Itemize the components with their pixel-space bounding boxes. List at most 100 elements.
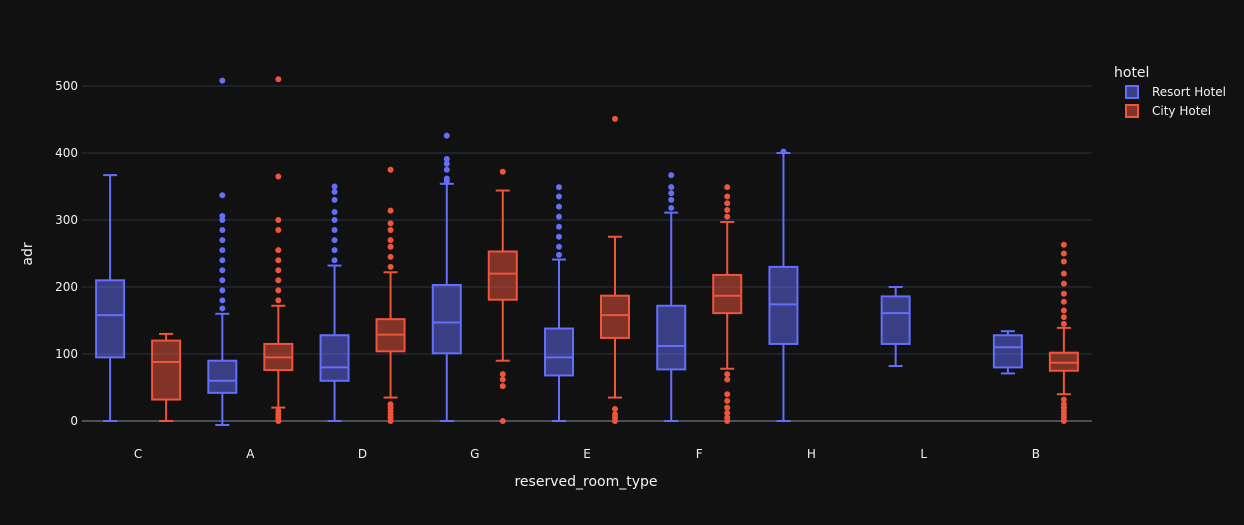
iqr-box (207, 359, 238, 394)
outlier-point (219, 77, 226, 84)
outlier-point (724, 409, 731, 416)
x-tick-label: A (246, 447, 255, 461)
outlier-point (668, 184, 675, 191)
outlier-point (275, 227, 282, 234)
outlier-point (275, 247, 282, 254)
legend-title: hotel (1114, 65, 1149, 81)
box-C-1[interactable] (151, 332, 182, 422)
outlier-point (1060, 401, 1067, 408)
outlier-point (443, 160, 450, 167)
outlier-point (387, 243, 394, 250)
outlier-point (556, 243, 562, 250)
box-E-1[interactable] (600, 115, 630, 424)
box-G-0[interactable] (431, 132, 462, 422)
outlier-point (331, 237, 338, 244)
box-C-0[interactable] (95, 174, 126, 422)
outlier-point (443, 132, 450, 139)
outlier-point (219, 227, 226, 234)
legend-swatch (1125, 85, 1139, 99)
box-B-1[interactable] (1048, 241, 1079, 424)
box-L-0[interactable] (880, 286, 911, 368)
legend-label: City Hotel (1152, 104, 1211, 118)
series-0 (95, 77, 1023, 427)
legend-item-0[interactable]: Resort Hotel (1125, 85, 1226, 99)
x-tick-label: B (1032, 447, 1040, 461)
outlier-point (219, 305, 226, 312)
box-F-1[interactable] (712, 184, 743, 424)
outlier-point (275, 217, 282, 223)
legend-swatch (1125, 104, 1139, 118)
outlier-point (556, 223, 562, 230)
outlier-point (219, 192, 226, 199)
outlier-point (499, 376, 506, 383)
x-axis-title: reserved_room_type (514, 474, 657, 490)
outlier-point (556, 203, 562, 210)
outlier-point (219, 237, 226, 244)
outlier-point (724, 200, 731, 207)
legend-item-1[interactable]: City Hotel (1125, 104, 1211, 118)
iqr-box (487, 250, 518, 301)
box-H-0[interactable] (768, 148, 799, 422)
outlier-point (724, 404, 731, 411)
outlier-point (724, 414, 731, 421)
box-G-1[interactable] (487, 168, 518, 424)
outlier-point (724, 213, 731, 220)
outlier-point (724, 371, 731, 378)
outlier-point (387, 263, 394, 270)
box-B-0[interactable] (992, 330, 1023, 375)
outlier-point (443, 175, 450, 182)
outlier-point (1060, 298, 1067, 305)
outlier-point (724, 206, 731, 213)
outlier-point (612, 411, 618, 418)
outlier-point (331, 183, 338, 190)
outlier-point (556, 233, 562, 240)
outlier-point (275, 267, 282, 274)
box-E-0[interactable] (544, 184, 574, 422)
outlier-point (668, 172, 675, 179)
outlier-point (275, 287, 282, 294)
y-axis-ticks: 0 100 200 300 400 500 (55, 79, 78, 428)
outlier-point (1060, 290, 1067, 297)
y-tick-label: 100 (55, 347, 78, 361)
outlier-point (275, 257, 282, 264)
grid-lines (82, 85, 1092, 422)
outlier-point (1060, 280, 1067, 287)
box-A-1[interactable] (263, 76, 294, 424)
iqr-box (768, 265, 799, 345)
iqr-box (712, 273, 743, 315)
x-tick-label: C (134, 447, 142, 461)
box-F-0[interactable] (656, 172, 687, 422)
outlier-point (275, 297, 282, 304)
outlier-point (443, 156, 450, 163)
box-A-0[interactable] (207, 77, 238, 427)
iqr-box (992, 334, 1023, 369)
y-tick-label: 300 (55, 213, 78, 227)
legend-label: Resort Hotel (1152, 85, 1226, 99)
y-axis-title: adr (20, 242, 36, 265)
outlier-point (275, 173, 282, 180)
x-tick-label: L (920, 447, 927, 461)
outlier-point (1060, 396, 1067, 403)
outlier-point (668, 190, 675, 197)
outlier-point (275, 277, 282, 284)
outlier-point (331, 247, 338, 254)
outlier-point (387, 227, 394, 234)
outlier-point (1060, 320, 1067, 327)
box-D-0[interactable] (319, 183, 350, 422)
outlier-point (668, 204, 675, 211)
outlier-point (724, 397, 731, 404)
outlier-point (556, 251, 562, 258)
y-tick-label: 400 (55, 146, 78, 160)
outlier-point (612, 405, 618, 412)
outlier-point (1060, 250, 1067, 257)
box-D-1[interactable] (375, 166, 406, 424)
outlier-point (499, 383, 506, 390)
outlier-point (499, 371, 506, 378)
legend[interactable]: hotel Resort Hotel City Hotel (1114, 65, 1226, 118)
x-tick-label: H (807, 447, 816, 461)
box-traces (95, 76, 1079, 427)
y-tick-label: 200 (55, 280, 78, 294)
outlier-point (1060, 258, 1067, 265)
outlier-point (556, 184, 562, 191)
iqr-box (151, 339, 182, 401)
